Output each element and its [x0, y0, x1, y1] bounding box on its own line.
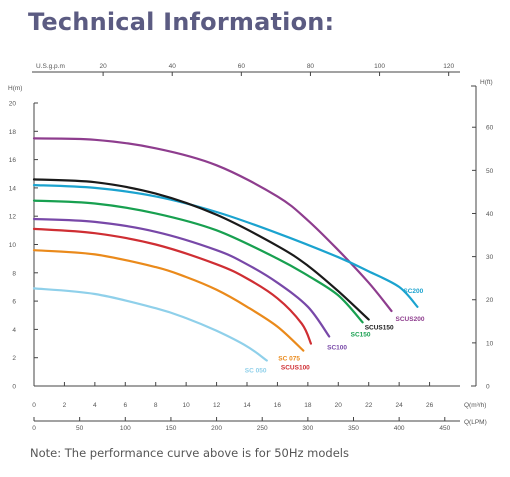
y-right-tick-label: 60 — [486, 125, 494, 132]
y-left-tick-label: 14 — [9, 185, 17, 192]
x-lpm-tick-label: 450 — [439, 425, 450, 432]
series-curve-sc050 — [32, 287, 268, 362]
tick-labels: U.S.g.p.m 20 40 60 80 100 120H(m)0246810121416… — [8, 63, 494, 432]
y-axis-left-title: H(m) — [8, 85, 22, 92]
x-main-tick-label: 4 — [93, 402, 97, 409]
x-lpm-tick-label: 250 — [257, 425, 268, 432]
y-left-tick-label: 16 — [9, 157, 17, 164]
x-lpm-tick-label: 200 — [211, 425, 222, 432]
x-usgpm-tick-label: 40 — [169, 63, 177, 70]
x-usgpm-tick-label: 100 — [374, 63, 385, 70]
x-lpm-tick-label: 400 — [394, 425, 405, 432]
series-curve-sc100 — [32, 217, 331, 338]
y-right-tick-label: 50 — [486, 168, 494, 175]
y-left-tick-label: 8 — [12, 270, 16, 277]
y-right-tick-label: 40 — [486, 211, 494, 218]
x-lpm-tick-label: 50 — [76, 425, 84, 432]
series-label-scus100: SCUS100 — [281, 365, 310, 372]
x-main-tick-label: 18 — [304, 402, 312, 409]
y-right-tick-label: 30 — [486, 254, 494, 261]
x-axis-usgpm-title: U.S.g.p.m — [36, 63, 65, 70]
x-lpm-tick-label: 150 — [165, 425, 176, 432]
x-lpm-tick-label: 350 — [348, 425, 359, 432]
series-curves — [32, 137, 419, 362]
x-main-tick-label: 24 — [396, 402, 404, 409]
series-curve-sc200 — [32, 184, 419, 308]
y-left-tick-label: 6 — [12, 299, 16, 306]
y-right-tick-label: 20 — [486, 297, 494, 304]
series-label-scus200: SCUS200 — [396, 316, 425, 323]
y-left-tick-label: 12 — [9, 214, 17, 221]
x-main-tick-label: 10 — [183, 402, 191, 409]
series-label-sc100: SC100 — [327, 344, 347, 351]
x-main-tick-label: 14 — [243, 402, 251, 409]
x-main-tick-label: 22 — [365, 402, 373, 409]
y-axis-right-title: H(ft) — [480, 79, 493, 86]
series-label-sc150: SC150 — [351, 331, 371, 338]
series-label-scus150: SCUS150 — [365, 324, 394, 331]
footnote-note: Note: The performance curve above is for… — [30, 446, 349, 460]
x-main-tick-label: 20 — [335, 402, 343, 409]
x-main-tick-label: 8 — [154, 402, 158, 409]
x-lpm-tick-label: 100 — [120, 425, 131, 432]
x-main-tick-label: 0 — [32, 402, 36, 409]
series-label-sc075: SC 075 — [278, 356, 300, 363]
y-left-tick-label: 18 — [9, 129, 17, 136]
x-main-tick-label: 2 — [63, 402, 67, 409]
x-usgpm-tick-label: 120 — [443, 63, 454, 70]
y-left-tick-label: 2 — [12, 355, 16, 362]
series-label-sc050: SC 050 — [245, 368, 267, 375]
series-curve-scus200 — [32, 137, 393, 313]
x-lpm-tick-label: 300 — [302, 425, 313, 432]
x-axis-lpm-title: Q(LPM) — [464, 419, 487, 426]
page-title: Technical Information: — [28, 8, 335, 36]
x-axis-main-title: Q(m³/h) — [464, 402, 486, 409]
performance-curve-chart: U.S.g.p.m 20 40 60 80 100 120H(m)0246810121416… — [8, 63, 494, 432]
x-main-tick-label: 6 — [123, 402, 127, 409]
series-curve-scus150 — [32, 178, 370, 321]
y-left-tick-label: 4 — [12, 327, 16, 334]
series-curve-sc075 — [32, 249, 305, 352]
x-usgpm-tick-label: 80 — [307, 63, 315, 70]
x-usgpm-tick-label: 60 — [238, 63, 246, 70]
y-left-tick-label: 20 — [9, 101, 17, 108]
y-left-tick-label: 0 — [12, 384, 16, 391]
x-main-tick-label: 16 — [274, 402, 282, 409]
x-usgpm-tick-label: 20 — [99, 63, 107, 70]
x-main-tick-label: 26 — [426, 402, 434, 409]
series-curve-sc150 — [32, 199, 364, 324]
y-right-tick-label: 10 — [486, 340, 494, 347]
y-left-tick-label: 10 — [9, 242, 17, 249]
x-main-tick-label: 12 — [213, 402, 221, 409]
x-lpm-tick-label: 0 — [32, 425, 36, 432]
axes — [32, 71, 477, 422]
series-curve-scus100 — [32, 227, 312, 345]
y-right-tick-label: 0 — [486, 384, 490, 391]
series-label-sc200: SC200 — [403, 288, 423, 295]
